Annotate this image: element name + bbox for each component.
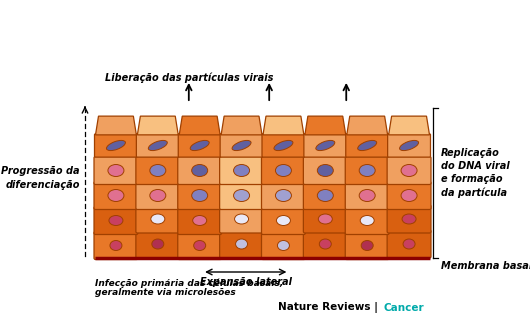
Ellipse shape: [274, 141, 293, 151]
FancyBboxPatch shape: [94, 206, 138, 234]
Ellipse shape: [401, 190, 417, 202]
FancyBboxPatch shape: [345, 157, 389, 184]
Text: Infecção primária das células basais,: Infecção primária das células basais,: [95, 278, 283, 287]
Ellipse shape: [110, 241, 122, 251]
Ellipse shape: [234, 164, 250, 176]
FancyBboxPatch shape: [304, 134, 347, 157]
Text: geralmente via microlesões: geralmente via microlesões: [95, 288, 236, 297]
Polygon shape: [137, 116, 178, 135]
Text: Liberação das partículas virais: Liberação das partículas virais: [105, 73, 273, 83]
Ellipse shape: [192, 190, 208, 202]
Text: Replicação
do DNA viral
e formação
da partícula: Replicação do DNA viral e formação da pa…: [441, 148, 510, 198]
FancyBboxPatch shape: [94, 157, 138, 184]
Ellipse shape: [232, 141, 251, 151]
FancyBboxPatch shape: [219, 182, 263, 210]
FancyBboxPatch shape: [94, 134, 137, 157]
FancyBboxPatch shape: [345, 232, 389, 259]
Ellipse shape: [277, 215, 290, 225]
Ellipse shape: [317, 190, 333, 202]
Ellipse shape: [359, 190, 375, 202]
Ellipse shape: [402, 214, 416, 224]
FancyBboxPatch shape: [136, 134, 179, 157]
Ellipse shape: [403, 239, 415, 249]
Ellipse shape: [151, 214, 165, 224]
Ellipse shape: [192, 164, 208, 176]
Text: Nature Reviews |: Nature Reviews |: [278, 302, 382, 313]
FancyBboxPatch shape: [303, 157, 347, 184]
Polygon shape: [179, 116, 220, 135]
FancyBboxPatch shape: [219, 230, 263, 258]
Ellipse shape: [359, 164, 375, 176]
FancyBboxPatch shape: [387, 230, 431, 258]
Ellipse shape: [319, 239, 331, 249]
Ellipse shape: [235, 239, 248, 249]
FancyBboxPatch shape: [387, 157, 431, 184]
FancyBboxPatch shape: [262, 134, 305, 157]
FancyBboxPatch shape: [345, 182, 389, 210]
FancyBboxPatch shape: [136, 205, 180, 233]
FancyBboxPatch shape: [346, 134, 388, 157]
FancyBboxPatch shape: [220, 134, 263, 157]
FancyBboxPatch shape: [219, 157, 263, 184]
Ellipse shape: [358, 141, 377, 151]
Polygon shape: [263, 116, 304, 135]
Ellipse shape: [361, 241, 373, 251]
Ellipse shape: [277, 241, 289, 251]
Ellipse shape: [152, 239, 164, 249]
Polygon shape: [221, 116, 262, 135]
FancyBboxPatch shape: [303, 205, 347, 233]
Ellipse shape: [235, 214, 249, 224]
Ellipse shape: [316, 141, 335, 151]
FancyBboxPatch shape: [387, 205, 431, 233]
FancyBboxPatch shape: [261, 157, 305, 184]
Ellipse shape: [360, 215, 374, 225]
FancyBboxPatch shape: [136, 157, 180, 184]
Polygon shape: [95, 116, 136, 135]
Ellipse shape: [190, 141, 209, 151]
Polygon shape: [347, 116, 387, 135]
FancyBboxPatch shape: [303, 230, 347, 258]
FancyBboxPatch shape: [178, 206, 222, 234]
Ellipse shape: [148, 141, 167, 151]
FancyBboxPatch shape: [345, 206, 389, 234]
FancyBboxPatch shape: [136, 230, 180, 258]
FancyBboxPatch shape: [94, 182, 138, 210]
Ellipse shape: [109, 215, 123, 225]
Polygon shape: [388, 116, 429, 135]
FancyBboxPatch shape: [261, 182, 305, 210]
Ellipse shape: [108, 190, 124, 202]
FancyBboxPatch shape: [178, 232, 222, 259]
Text: Expansão lateral: Expansão lateral: [200, 277, 292, 287]
FancyBboxPatch shape: [178, 134, 221, 157]
FancyBboxPatch shape: [261, 232, 305, 259]
FancyBboxPatch shape: [387, 182, 431, 210]
Text: Cancer: Cancer: [383, 303, 423, 313]
Ellipse shape: [276, 164, 292, 176]
Ellipse shape: [150, 164, 166, 176]
Ellipse shape: [150, 190, 166, 202]
Ellipse shape: [193, 241, 206, 251]
Ellipse shape: [401, 164, 417, 176]
Ellipse shape: [234, 190, 250, 202]
FancyBboxPatch shape: [136, 182, 180, 210]
Ellipse shape: [107, 141, 126, 151]
Text: Membrana basal: Membrana basal: [441, 261, 530, 271]
FancyBboxPatch shape: [219, 205, 263, 233]
Text: Progressão da
diferenciação: Progressão da diferenciação: [2, 166, 80, 190]
FancyBboxPatch shape: [178, 182, 222, 210]
Polygon shape: [305, 116, 346, 135]
Ellipse shape: [193, 215, 207, 225]
FancyBboxPatch shape: [303, 182, 347, 210]
FancyBboxPatch shape: [94, 232, 138, 259]
FancyBboxPatch shape: [387, 134, 430, 157]
FancyBboxPatch shape: [261, 206, 305, 234]
Ellipse shape: [319, 214, 332, 224]
Ellipse shape: [317, 164, 333, 176]
Ellipse shape: [400, 141, 419, 151]
Ellipse shape: [108, 164, 124, 176]
Ellipse shape: [276, 190, 292, 202]
FancyBboxPatch shape: [178, 157, 222, 184]
